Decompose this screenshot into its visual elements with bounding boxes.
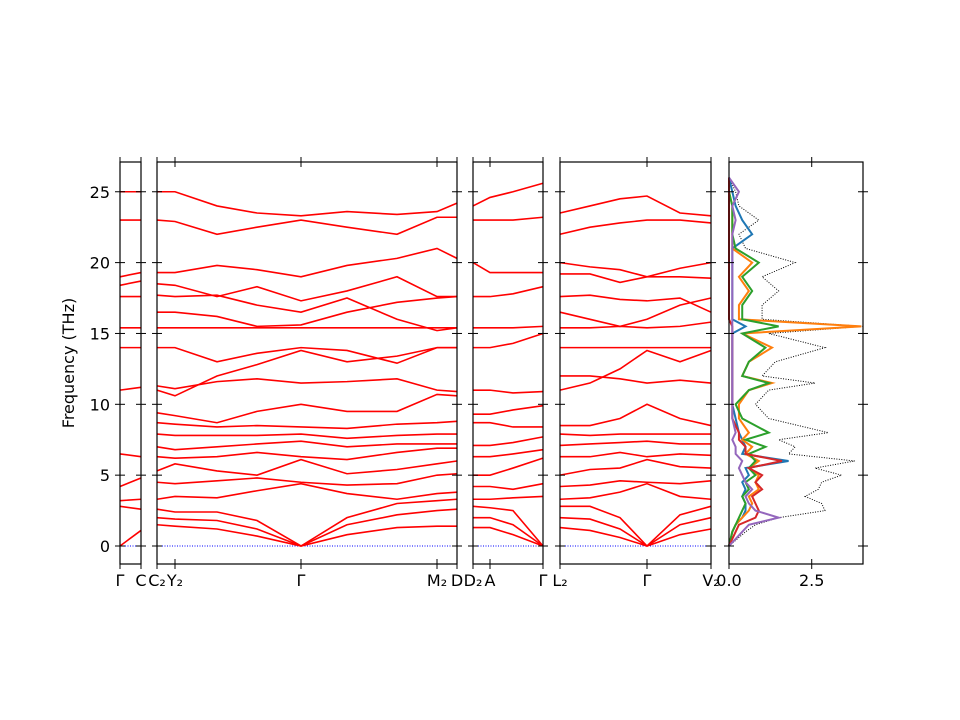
- y-tick-label: 25: [90, 183, 110, 202]
- x-tick-label: Γ: [643, 571, 652, 590]
- band: [472, 182, 544, 207]
- band: [156, 498, 458, 547]
- band: [156, 294, 458, 332]
- band: [560, 321, 712, 329]
- band: [473, 404, 544, 416]
- dos-curve: [728, 177, 779, 547]
- band: [119, 529, 142, 547]
- band: [473, 448, 544, 458]
- panel-frame: [119, 161, 142, 565]
- x-tick-label: Y₂: [166, 571, 183, 590]
- band: [473, 421, 543, 428]
- band: [560, 403, 712, 427]
- band: [156, 458, 458, 476]
- band: [156, 346, 457, 397]
- x-tick-label: D₂: [464, 571, 483, 590]
- y-tick-label: 0: [100, 537, 110, 556]
- band: [559, 516, 712, 547]
- y-axis-label: Frequency (THz): [59, 298, 78, 428]
- band: [559, 458, 712, 476]
- band: [559, 261, 712, 278]
- band: [560, 273, 712, 284]
- x-tick-label: Γ: [297, 571, 306, 590]
- band: [559, 219, 712, 236]
- band: [559, 526, 712, 547]
- band: [559, 433, 711, 437]
- band: [560, 375, 712, 384]
- band: [560, 451, 712, 458]
- dos-curve: [728, 177, 862, 547]
- band: [473, 285, 544, 298]
- y-tick-label: 20: [90, 254, 110, 273]
- x-tick-label: M₂: [427, 571, 447, 590]
- x-tick-label: Γ: [116, 571, 125, 590]
- dos-curve: [728, 177, 783, 547]
- band: [473, 325, 544, 329]
- band: [559, 440, 711, 447]
- x-tick-label: C₂: [148, 571, 166, 590]
- band: [156, 393, 458, 424]
- band: [473, 526, 544, 547]
- band: [473, 482, 544, 491]
- band: [157, 346, 457, 365]
- panel-frame: [728, 161, 864, 565]
- band: [156, 377, 458, 393]
- x-tick-label: Γ: [539, 571, 548, 590]
- x-tick-label: 0.0: [716, 571, 741, 590]
- band: [559, 482, 712, 501]
- band: [473, 436, 544, 447]
- band: [157, 247, 458, 278]
- band: [560, 505, 712, 548]
- band: [119, 280, 142, 287]
- x-tick-label: V₂: [702, 571, 719, 590]
- band: [559, 195, 712, 217]
- band: [156, 447, 457, 461]
- band: [559, 297, 712, 328]
- x-tick-label: A: [485, 571, 496, 590]
- band: [119, 498, 142, 502]
- band: [559, 349, 712, 391]
- band: [473, 332, 544, 349]
- band: [473, 516, 544, 547]
- band: [559, 480, 712, 488]
- dos-curve: [728, 177, 864, 547]
- band: [156, 216, 457, 236]
- band: [156, 482, 458, 501]
- band: [559, 294, 712, 313]
- y-tick-label: 10: [90, 395, 110, 414]
- band: [119, 271, 142, 278]
- band: [119, 453, 142, 458]
- panel-frame: [472, 161, 544, 565]
- band: [156, 433, 457, 440]
- band: [473, 457, 544, 476]
- x-tick-label: D: [451, 571, 463, 590]
- band: [473, 389, 544, 394]
- band: [156, 440, 457, 451]
- band: [157, 295, 458, 328]
- band: [156, 275, 457, 302]
- x-tick-label: 2.5: [799, 571, 824, 590]
- band: [473, 216, 544, 221]
- panel-frame: [156, 161, 458, 565]
- band: [119, 505, 142, 510]
- band: [119, 477, 142, 488]
- band: [157, 190, 458, 217]
- band: [156, 420, 458, 430]
- band: [156, 472, 458, 486]
- band: [472, 261, 543, 274]
- x-tick-label: L₂: [552, 571, 567, 590]
- x-tick-label: C: [135, 571, 146, 590]
- y-tick-label: 5: [100, 466, 110, 485]
- panel-frame: [559, 161, 712, 565]
- band: [119, 386, 142, 391]
- band: [473, 495, 544, 501]
- y-tick-label: 15: [90, 324, 110, 343]
- band: [472, 505, 544, 547]
